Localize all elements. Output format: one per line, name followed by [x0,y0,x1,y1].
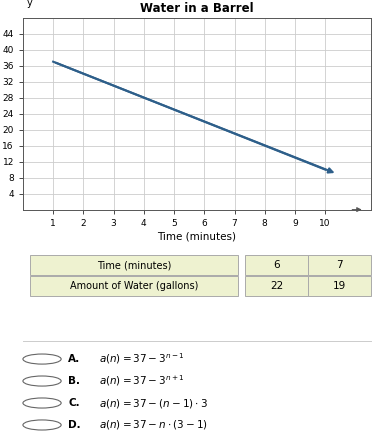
Text: Amount of Water (gallons): Amount of Water (gallons) [70,281,198,291]
Text: C.: C. [68,398,80,408]
FancyBboxPatch shape [308,276,371,296]
Text: Time (minutes): Time (minutes) [97,260,172,270]
Text: y: y [26,0,32,8]
FancyBboxPatch shape [245,276,308,296]
Title: Water in a Barrel: Water in a Barrel [140,2,254,15]
Text: 6: 6 [274,260,280,270]
FancyBboxPatch shape [308,255,371,275]
Text: $a(n) = 37 - 3^{n+1}$: $a(n) = 37 - 3^{n+1}$ [99,373,185,389]
FancyBboxPatch shape [245,255,308,275]
Text: A.: A. [68,354,80,364]
X-axis label: Time (minutes): Time (minutes) [157,232,236,242]
FancyBboxPatch shape [30,276,238,296]
Text: $a(n) = 37 - (n - 1) \cdot 3$: $a(n) = 37 - (n - 1) \cdot 3$ [99,396,208,409]
Text: 19: 19 [333,281,346,291]
Text: 22: 22 [270,281,283,291]
Text: $a(n) = 37 - 3^{n-1}$: $a(n) = 37 - 3^{n-1}$ [99,352,185,366]
Text: 7: 7 [336,260,343,270]
FancyBboxPatch shape [30,255,238,275]
Text: B.: B. [68,376,80,386]
Text: D.: D. [68,420,81,430]
Text: $a(n) = 37 - n \cdot (3 - 1)$: $a(n) = 37 - n \cdot (3 - 1)$ [99,419,208,431]
